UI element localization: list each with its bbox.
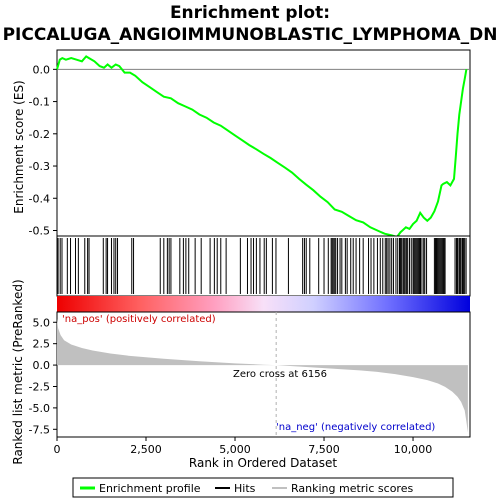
- negative-correlation-label: 'na_neg' (negatively correlated): [276, 422, 435, 433]
- metric-ytick-label: 0.0: [33, 359, 51, 372]
- metric-ytick-label: -7.5: [29, 423, 50, 436]
- metric-ytick-label: 5.0: [33, 316, 51, 329]
- xtick-label: 7,500: [308, 443, 340, 456]
- es-ytick-label: 0.0: [33, 63, 51, 76]
- hits-marks: [57, 238, 467, 294]
- positive-correlation-label: 'na_pos' (positively correlated): [62, 314, 216, 325]
- es-ytick-label: -0.1: [29, 96, 50, 109]
- xtick-label: 0: [54, 443, 61, 456]
- es-ytick-label: -0.5: [29, 224, 50, 237]
- legend-metric-label: Ranking metric scores: [291, 482, 413, 495]
- es-curve-line: [56, 55, 468, 239]
- es-y-axis-label: Enrichment score (ES): [12, 80, 26, 213]
- xtick-label: 10,000: [394, 443, 433, 456]
- metric-y-axis-label: Ranked list metric (PreRanked): [11, 279, 25, 464]
- legend-hits-label: Hits: [234, 482, 256, 495]
- rank-gradient-bar: [57, 296, 470, 312]
- metric-y-axis-ticks: 5.0 2.5 0.0 -2.5 -5.0 -7.5: [29, 316, 57, 436]
- es-y-axis-ticks: 0.0 -0.1 -0.2 -0.3 -0.4 -0.5: [29, 63, 57, 237]
- metric-ytick-label: 2.5: [33, 338, 51, 351]
- es-ytick-label: -0.4: [29, 192, 50, 205]
- x-axis-ticks: 0 2,500 5,000 7,500 10,000: [54, 437, 433, 456]
- xtick-label: 5,000: [219, 443, 251, 456]
- metric-ytick-label: -2.5: [29, 380, 50, 393]
- es-panel-frame: [56, 49, 471, 246]
- metric-ytick-label: -5.0: [29, 402, 50, 415]
- legend-enrichment-label: Enrichment profile: [99, 482, 201, 495]
- x-axis-label: Rank in Ordered Dataset: [189, 456, 337, 470]
- zero-cross-label: Zero cross at 6156: [233, 369, 327, 380]
- es-ytick-label: -0.3: [29, 160, 50, 173]
- chart-title-line1: Enrichment plot:: [170, 3, 330, 23]
- chart-title-line2: PICCALUGA_ANGIOIMMUNOBLASTIC_LYMPHOMA_DN: [3, 25, 498, 45]
- es-ytick-label: -0.2: [29, 128, 50, 141]
- legend-box: [72, 477, 454, 498]
- xtick-label: 2,500: [130, 443, 162, 456]
